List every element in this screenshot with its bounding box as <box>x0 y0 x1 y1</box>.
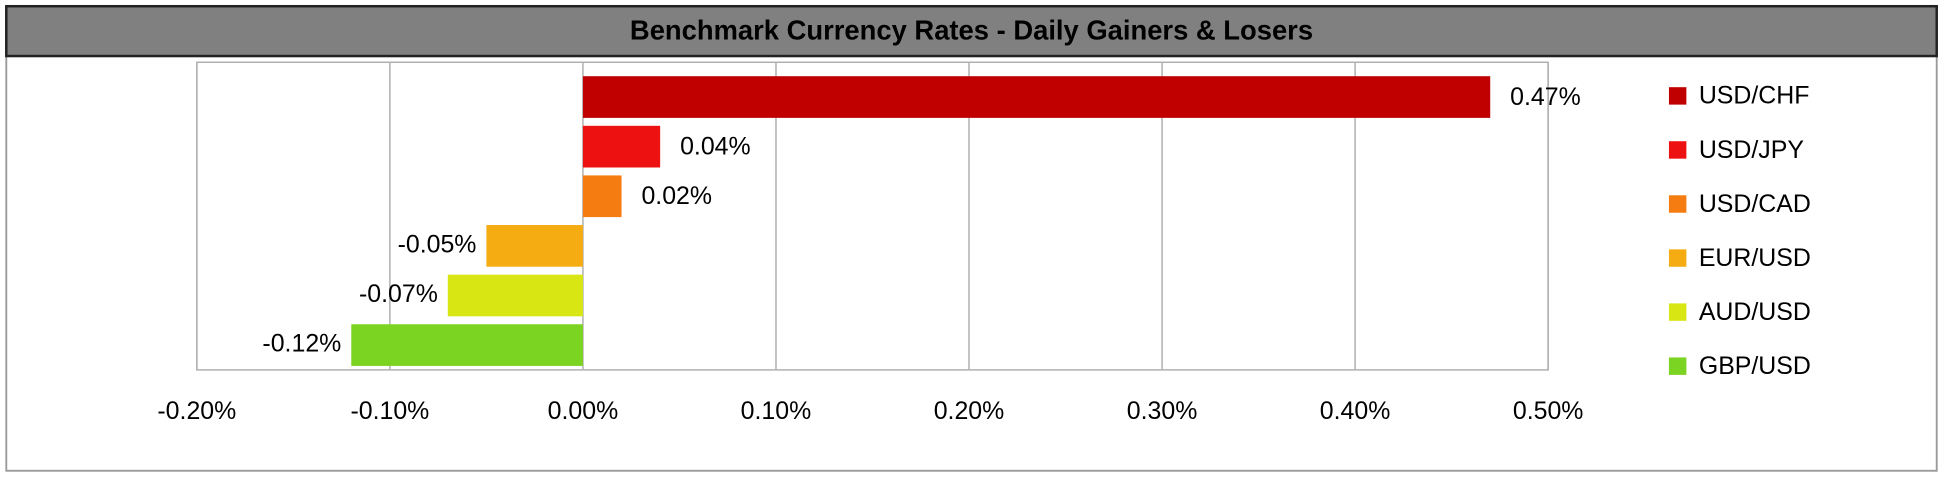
data-label: -0.07% <box>359 280 438 308</box>
bar <box>582 125 661 168</box>
bar <box>351 324 583 366</box>
legend-swatch <box>1668 249 1687 267</box>
legend-label: AUD/USD <box>1699 298 1811 326</box>
bar <box>486 225 583 267</box>
title-bar <box>5 4 1938 58</box>
legend-swatch <box>1668 87 1687 105</box>
data-label: 0.04% <box>680 132 751 160</box>
legend-swatch <box>1668 195 1687 213</box>
x-tick-label: 0.40% <box>1320 397 1391 425</box>
x-tick-label: 0.10% <box>741 397 812 425</box>
chart-title: Benchmark Currency Rates - Daily Gainers… <box>630 15 1313 46</box>
x-tick-label: -0.20% <box>157 397 236 425</box>
x-tick-label: 0.30% <box>1127 397 1198 425</box>
x-tick-label: 0.50% <box>1513 397 1584 425</box>
legend-label: USD/CHF <box>1699 82 1810 110</box>
data-label: 0.02% <box>641 182 712 210</box>
legend-label: GBP/USD <box>1699 352 1811 380</box>
x-tick-label: 0.00% <box>548 397 619 425</box>
data-label: 0.47% <box>1510 83 1581 111</box>
legend-swatch <box>1668 357 1687 375</box>
x-tick-label: -0.10% <box>350 397 429 425</box>
bar <box>447 274 583 317</box>
legend-label: USD/CAD <box>1699 190 1811 218</box>
legend-swatch <box>1668 303 1687 321</box>
legend-swatch <box>1668 141 1687 159</box>
x-tick-label: 0.20% <box>934 397 1005 425</box>
data-label: -0.12% <box>262 330 341 358</box>
legend-label: EUR/USD <box>1699 244 1811 272</box>
data-label: -0.05% <box>398 230 477 258</box>
bar <box>582 175 622 218</box>
legend-label: USD/JPY <box>1699 136 1805 164</box>
bar <box>582 76 1491 118</box>
